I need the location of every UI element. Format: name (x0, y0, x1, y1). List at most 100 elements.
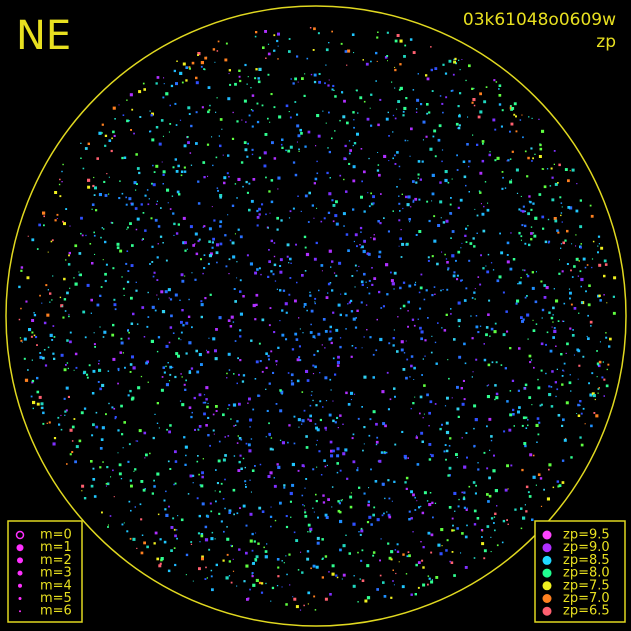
star (540, 280, 543, 283)
star (260, 273, 262, 276)
star (33, 334, 36, 337)
star (352, 179, 356, 183)
star (463, 398, 466, 401)
star (220, 482, 223, 485)
star (292, 82, 295, 85)
star (598, 360, 602, 364)
star (189, 474, 193, 478)
star (112, 267, 115, 270)
star (289, 584, 291, 586)
star (444, 170, 448, 174)
star (391, 500, 393, 502)
star (156, 279, 159, 281)
star (412, 402, 415, 405)
star (225, 576, 229, 580)
star (149, 452, 151, 455)
star (343, 99, 346, 103)
star (98, 363, 100, 365)
star (508, 428, 512, 432)
star (42, 356, 45, 360)
star (434, 155, 437, 158)
star (451, 254, 455, 258)
star (428, 503, 432, 507)
star (603, 294, 605, 296)
star (169, 104, 171, 107)
star (307, 418, 310, 421)
star (168, 131, 170, 133)
star (563, 302, 566, 305)
star (477, 276, 480, 278)
star (312, 468, 315, 471)
star (334, 373, 337, 376)
star (220, 520, 223, 523)
star (450, 313, 452, 315)
star (162, 173, 165, 176)
star (265, 352, 268, 355)
star (104, 144, 107, 147)
star (468, 191, 470, 193)
star (61, 305, 63, 307)
star (127, 460, 130, 463)
star (252, 583, 256, 587)
star (273, 484, 277, 488)
star (209, 104, 211, 107)
star (336, 471, 339, 474)
star (339, 548, 342, 552)
star (304, 511, 307, 514)
star (540, 369, 543, 372)
star (351, 275, 354, 277)
star (529, 361, 532, 364)
star (479, 171, 483, 175)
star (450, 308, 452, 310)
star (463, 496, 465, 498)
star (412, 180, 415, 183)
star (185, 66, 189, 69)
star (502, 176, 504, 179)
star (569, 374, 571, 376)
star (599, 341, 601, 343)
star (108, 402, 110, 405)
star (178, 337, 180, 340)
star (392, 569, 394, 571)
star (248, 182, 251, 185)
star (251, 532, 254, 536)
star (463, 175, 467, 179)
star (210, 569, 213, 572)
star (227, 214, 229, 216)
star (372, 202, 375, 205)
star (313, 353, 316, 356)
star (227, 97, 231, 101)
star (446, 261, 449, 264)
star (393, 271, 397, 275)
star (290, 379, 293, 382)
star (551, 176, 554, 179)
star (142, 488, 146, 492)
star (336, 416, 339, 419)
star (566, 229, 569, 233)
star (269, 212, 271, 214)
star (174, 534, 177, 538)
star (419, 286, 423, 290)
star (229, 325, 233, 328)
star (396, 34, 400, 37)
star (561, 320, 563, 322)
star (270, 239, 273, 243)
star (324, 597, 328, 601)
star (158, 142, 162, 146)
star (596, 350, 598, 352)
star (575, 257, 579, 261)
star (227, 319, 231, 322)
star (238, 373, 240, 376)
star (373, 506, 376, 509)
star (204, 538, 209, 542)
star (113, 303, 117, 307)
star (238, 75, 241, 78)
star (47, 251, 49, 253)
star (245, 484, 247, 486)
star (528, 116, 530, 118)
star (541, 215, 545, 219)
star (512, 258, 516, 261)
star (303, 505, 305, 507)
star (213, 433, 215, 435)
star (488, 494, 492, 498)
